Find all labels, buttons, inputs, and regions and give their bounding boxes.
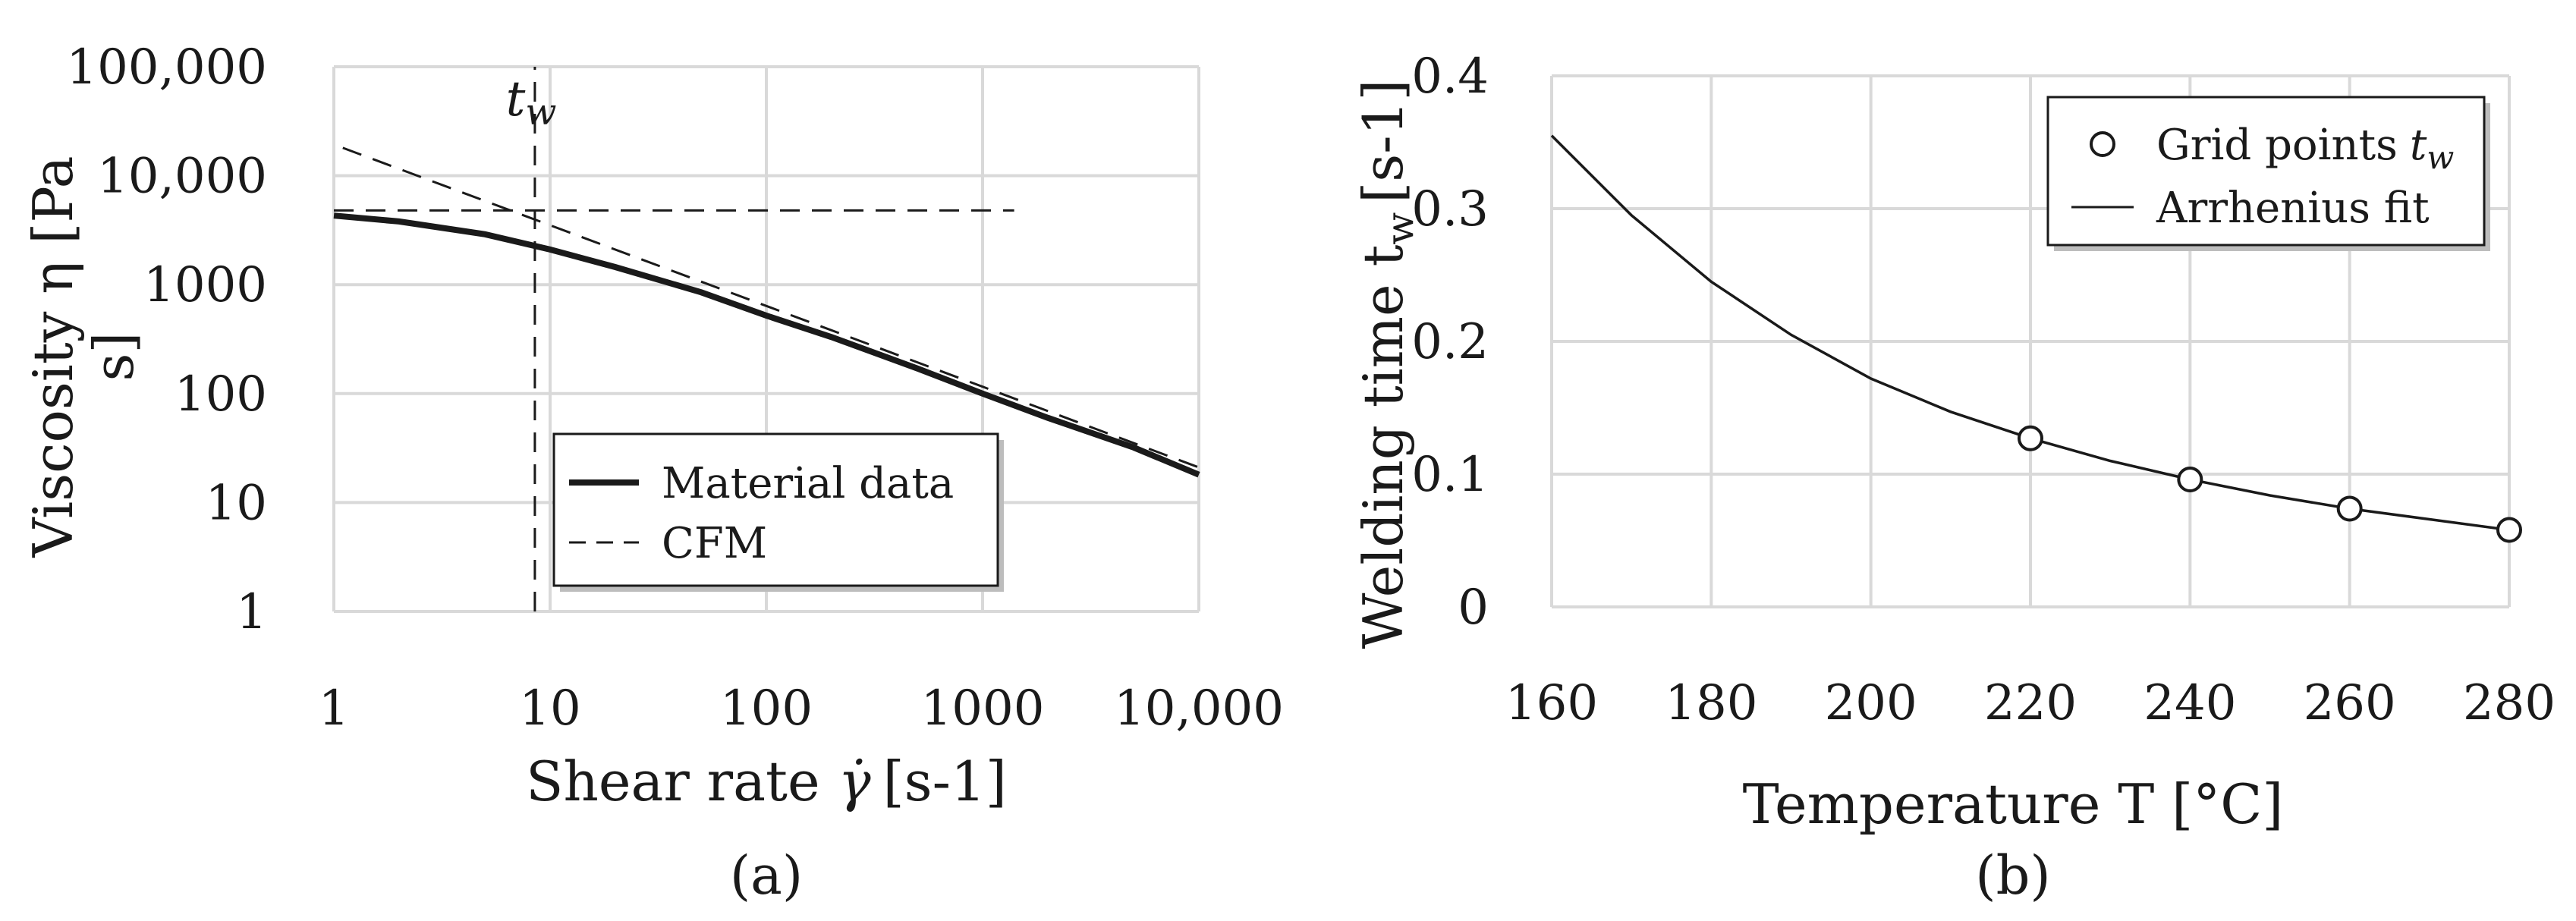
chart-welding-time: 160 180 200 220 240 260 280 0 0.1 0.2 0.3 0.4 Grid…: [1351, 49, 2556, 907]
x-tick-label: 240: [2144, 675, 2236, 731]
x-tick-label: 1: [319, 681, 350, 737]
y-tick-label: 1000: [143, 257, 267, 313]
legend-b-box: [2046, 96, 2486, 247]
grid-a: [332, 65, 1200, 613]
annotation-tw: tw: [506, 71, 557, 134]
y-ticks-b: 0 0.1 0.2 0.3 0.4: [1411, 49, 1489, 636]
legend-b-fit-label: Arrhenius fit: [2156, 184, 2430, 233]
legend-a: Material data CFM: [552, 432, 1004, 592]
x-tick-label: 10: [519, 681, 580, 737]
x-tick-label: 1000: [921, 681, 1045, 737]
legend-a-material-label: Material data: [662, 459, 954, 508]
y-tick-label: 10: [206, 475, 267, 531]
grid-point-marker: [2018, 425, 2043, 451]
x-tick-label: 160: [1505, 675, 1598, 731]
series-line-a-0: [333, 212, 1200, 478]
x-tick-label: 200: [1825, 675, 1917, 731]
y-tick-label: 10,000: [97, 149, 267, 205]
x-tick-label: 260: [2304, 675, 2396, 731]
x-tick-label: 220: [1984, 675, 2077, 731]
y-tick-label: 100,000: [66, 39, 267, 96]
y-tick-label: 0: [1458, 580, 1489, 636]
y-tick-label: 0.1: [1411, 447, 1489, 503]
x-ticks-a: 1 10 100 1000 10,000: [319, 681, 1284, 737]
x-axis-title-a: Shear rate γ̇ [s-1]: [526, 750, 1007, 813]
series-line-a-1: [342, 146, 1200, 469]
x-tick-label: 10,000: [1114, 681, 1284, 737]
y-axis-title-a-line1: Viscosity η [Pa: [21, 156, 85, 558]
y-tick-label: 0.3: [1411, 181, 1489, 237]
y-ticks-a: 1 10 100 1000 10,000 100,000: [66, 39, 267, 640]
y-tick-label: 100: [175, 366, 267, 423]
y-tick-label: 1: [236, 584, 267, 640]
x-tick-label: 280: [2463, 675, 2556, 731]
chart-viscosity: 1 10 100 1000 10,000 1 10 100 1000 10,000 100,000…: [21, 39, 1284, 907]
y-tick-label: 0.2: [1411, 314, 1489, 370]
legend-a-cfm-label: CFM: [662, 519, 767, 568]
legend-b-marker-swatch: [2090, 131, 2115, 157]
legend-b: Grid points tw Arrhenius fit: [2046, 96, 2490, 251]
grid-point-marker: [2496, 517, 2522, 543]
annotation-tw-sub: w: [525, 91, 556, 134]
x-tick-label: 180: [1665, 675, 1757, 731]
y-axis-title-a-line2: s]: [82, 332, 146, 381]
y-tick-label: 0.4: [1411, 49, 1489, 105]
series-b: [1550, 134, 2522, 543]
grid-point-marker: [2336, 495, 2363, 522]
grid-point-marker: [2177, 467, 2203, 492]
panel-label-b: (b): [1975, 844, 2050, 907]
x-axis-title-b: Temperature T [°C]: [1743, 772, 2284, 836]
legend-a-box: [552, 432, 999, 587]
legend-b-grid-label: Grid points tw: [2156, 121, 2454, 176]
x-ticks-b: 160 180 200 220 240 260 280: [1505, 675, 2556, 731]
panel-label-a: (a): [730, 844, 803, 907]
y-axis-title-b: Welding time tw[s-1]: [1351, 80, 1422, 649]
series-a: [333, 67, 1200, 611]
x-tick-label: 100: [720, 681, 813, 737]
